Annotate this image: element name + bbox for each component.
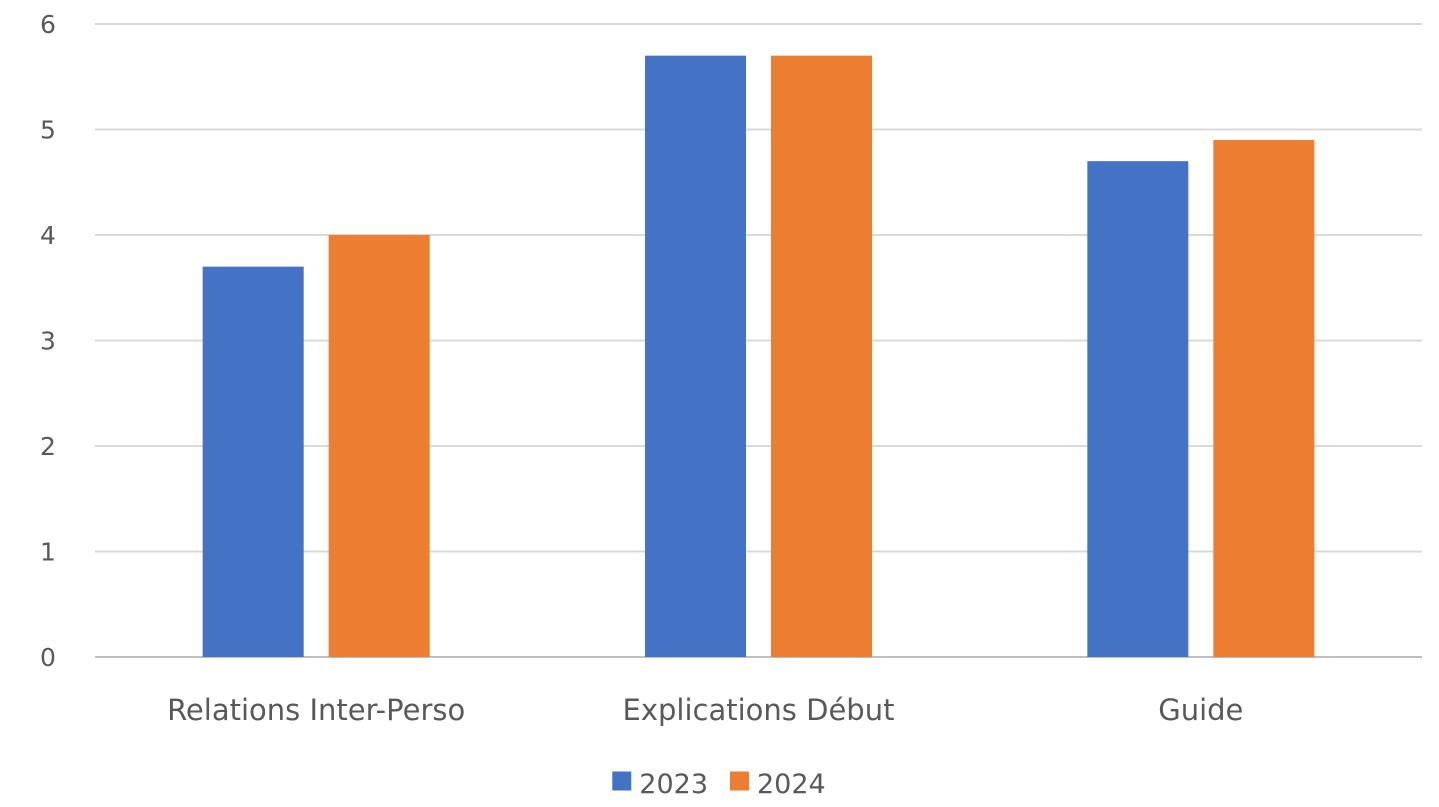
bar-2023-3 <box>1087 161 1189 657</box>
x-axis: Relations Inter-Perso Explications Début G… <box>167 693 1243 727</box>
bars <box>202 55 1315 658</box>
legend-swatch-2023 <box>612 771 632 791</box>
bar-2024-3 <box>1213 140 1315 658</box>
y-axis: 0 1 2 3 4 5 6 <box>40 10 56 672</box>
y-tick-label: 5 <box>40 116 56 145</box>
legend-label: 2023 <box>639 769 708 800</box>
x-category-label: Relations Inter-Perso <box>167 693 465 727</box>
legend-label: 2024 <box>757 769 826 800</box>
x-category-label: Guide <box>1158 693 1243 727</box>
y-tick-label: 3 <box>40 327 56 356</box>
legend: 2023 2024 <box>612 769 826 800</box>
x-category-label: Explications Début <box>623 693 895 727</box>
y-tick-label: 4 <box>40 221 56 250</box>
y-tick-label: 0 <box>40 643 56 672</box>
y-tick-label: 6 <box>40 10 56 39</box>
bar-2024-2 <box>771 55 872 657</box>
gridlines <box>95 23 1422 658</box>
y-tick-label: 1 <box>40 538 56 567</box>
bar-2023-2 <box>645 55 746 657</box>
bar-2023-1 <box>202 266 304 657</box>
y-tick-label: 2 <box>40 432 56 461</box>
legend-swatch-2024 <box>730 771 749 791</box>
bar-2024-1 <box>328 235 430 657</box>
